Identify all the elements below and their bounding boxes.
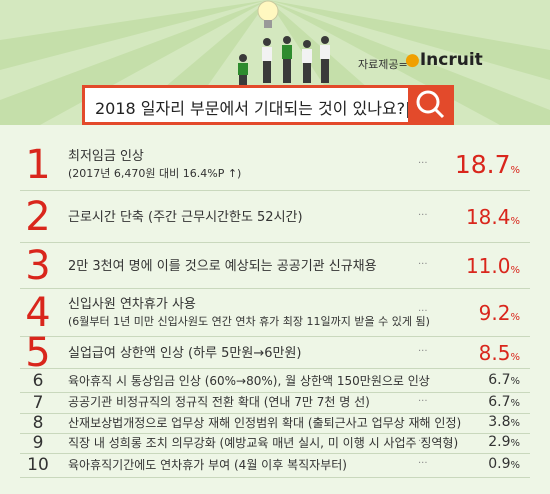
- percent-value: 9.2%: [479, 301, 520, 325]
- rank-number: 4: [25, 290, 51, 336]
- percent-value: 0.9%: [488, 456, 520, 472]
- percent-value: 6.7%: [488, 372, 520, 388]
- list-item: 6 육아휴직 시 통상임금 인상 (60%→80%), 월 상한액 150만원으로…: [20, 370, 530, 393]
- item-title: 육아휴직 시 통상임금 인상 (60%→80%), 월 상한액 150만원으로 …: [68, 373, 430, 388]
- leader-dots: ···: [418, 259, 428, 270]
- item-title: 실업급여 상한액 인상 (하루 5만원→6만원): [68, 345, 302, 361]
- value-unit: %: [510, 352, 520, 363]
- question-search-bar[interactable]: 2018 일자리 부문에서 기대되는 것이 있나요?|: [82, 85, 454, 125]
- item-subtitle: (2017년 6,470원 대비 16.4%P ↑): [68, 167, 242, 180]
- leader-dots: ···: [418, 458, 428, 469]
- value-unit: %: [510, 438, 520, 449]
- item-label: 최저임금 인상 (2017년 6,470원 대비 16.4%P ↑): [68, 148, 241, 182]
- light-bulb-icon: [257, 0, 279, 28]
- value-unit: %: [510, 397, 520, 409]
- item-label: 2만 3천여 명에 이를 것으로 예상되는 공공기관 신규채용: [68, 258, 377, 275]
- value-number: 18.4: [465, 205, 511, 229]
- list-item: 4 신입사원 연차휴가 사용 (6월부터 1년 미만 신입사원도 연간 연차 휴가 …: [20, 290, 530, 337]
- percent-value: 18.7%: [455, 150, 520, 179]
- list-item: 8 산재보상법개정으로 업무상 재해 인정범위 확대 (출퇴근사고 업무상 재해 …: [20, 413, 530, 434]
- item-title: 2만 3천여 명에 이를 것으로 예상되는 공공기관 신규채용: [68, 258, 377, 274]
- item-label: 신입사원 연차휴가 사용 (6월부터 1년 미만 신입사원도 연간 연차 휴가 최…: [68, 296, 430, 330]
- value-number: 6.7: [488, 372, 511, 388]
- item-title: 육아휴직기간에도 연차휴가 부여 (4월 이후 복직자부터): [68, 457, 347, 472]
- value-unit: %: [510, 165, 520, 176]
- incruit-logo: ●Incruit: [405, 50, 483, 70]
- leader-dots: ···: [418, 436, 428, 447]
- item-label: 공공기관 비정규직의 정규직 전환 확대 (연내 7만 7천 명 선): [68, 394, 370, 411]
- rank-number: 1: [25, 142, 51, 188]
- item-title: 최저임금 인상: [68, 149, 144, 164]
- list-item: 3 2만 3천여 명에 이를 것으로 예상되는 공공기관 신규채용 ··· 11.0%: [20, 243, 530, 289]
- list-item: 10 육아휴직기간에도 연차휴가 부여 (4월 이후 복직자부터) ··· 0.9%: [20, 453, 530, 478]
- value-unit: %: [510, 376, 520, 387]
- item-title: 신입사원 연차휴가 사용: [68, 297, 196, 312]
- value-unit: %: [510, 312, 520, 323]
- rank-number: 6: [32, 371, 44, 391]
- item-label: 근로시간 단축 (주간 근무시간한도 52시간): [68, 209, 303, 226]
- header-banner: 자료제공= ●Incruit 2018 일자리 부문에서 기대되는 것이 있나요…: [0, 0, 550, 125]
- value-number: 6.7: [488, 393, 511, 410]
- rank-number: 10: [27, 455, 49, 475]
- leader-dots: ···: [418, 416, 428, 427]
- rank-number: 7: [32, 392, 44, 413]
- item-label: 직장 내 성희롱 조치 의무강화 (예방교육 매년 실시, 미 이행 시 사업주…: [68, 435, 458, 452]
- source-label: 자료제공=: [358, 58, 408, 71]
- value-unit: %: [510, 460, 520, 471]
- value-number: 18.7: [454, 150, 511, 179]
- percent-value: 6.7%: [488, 394, 520, 410]
- value-number: 8.5: [478, 341, 511, 365]
- search-button[interactable]: [408, 85, 454, 125]
- leader-dots: ···: [418, 306, 428, 317]
- rank-number: 5: [25, 330, 51, 376]
- percent-value: 11.0%: [466, 254, 520, 278]
- value-number: 2.9: [488, 434, 511, 450]
- leader-dots: ···: [418, 395, 428, 407]
- rank-number: 2: [25, 194, 51, 240]
- item-title: 근로시간 단축 (주간 근무시간한도 52시간): [68, 209, 303, 225]
- value-unit: %: [510, 265, 520, 276]
- item-label: 실업급여 상한액 인상 (하루 5만원→6만원): [68, 345, 302, 362]
- list-item: 9 직장 내 성희롱 조치 의무강화 (예방교육 매년 실시, 미 이행 시 사업…: [20, 433, 530, 454]
- value-number: 11.0: [465, 254, 511, 278]
- item-subtitle: (6월부터 1년 미만 신입사원도 연간 연차 휴가 최장 11일까지 받을 수…: [68, 315, 430, 328]
- percent-value: 18.4%: [466, 205, 520, 229]
- people-illustration: [238, 36, 330, 87]
- item-label: 산재보상법개정으로 업무상 재해 인정범위 확대 (출퇴근사고 업무상 재해 인…: [68, 415, 461, 432]
- question-text: 2018 일자리 부문에서 기대되는 것이 있나요?|: [95, 99, 411, 118]
- percent-value: 3.8%: [488, 414, 520, 430]
- value-unit: %: [510, 216, 520, 227]
- rank-number: 3: [25, 243, 51, 289]
- search-icon: [416, 90, 445, 119]
- value-unit: %: [510, 418, 520, 429]
- value-number: 0.9: [488, 456, 511, 472]
- list-item: 5 실업급여 상한액 인상 (하루 5만원→6만원) ··· 8.5%: [20, 330, 530, 376]
- item-label: 육아휴직 시 통상임금 인상 (60%→80%), 월 상한액 150만원으로 …: [68, 373, 430, 390]
- logo-dot-icon: ●: [405, 50, 420, 70]
- leader-dots: ···: [418, 158, 428, 169]
- list-item: 2 근로시간 단축 (주간 근무시간한도 52시간) ··· 18.4%: [20, 192, 530, 243]
- item-label: 육아휴직기간에도 연차휴가 부여 (4월 이후 복직자부터): [68, 457, 347, 474]
- percent-value: 8.5%: [479, 341, 520, 365]
- list-item: 1 최저임금 인상 (2017년 6,470원 대비 16.4%P ↑) ··· 18.…: [20, 140, 530, 191]
- value-number: 9.2: [478, 301, 511, 325]
- sunburst-background: [0, 0, 550, 125]
- leader-dots: ···: [418, 374, 428, 385]
- item-title: 공공기관 비정규직의 정규직 전환 확대 (연내 7만 7천 명 선): [68, 395, 370, 409]
- rank-number: 9: [32, 433, 44, 453]
- percent-value: 2.9%: [488, 434, 520, 450]
- leader-dots: ···: [418, 210, 428, 221]
- leader-dots: ···: [418, 346, 428, 357]
- item-title: 직장 내 성희롱 조치 의무강화 (예방교육 매년 실시, 미 이행 시 사업주…: [68, 435, 459, 450]
- rank-number: 8: [32, 413, 44, 433]
- item-title: 산재보상법개정으로 업무상 재해 인정범위 확대 (출퇴근사고 업무상 재해 인…: [68, 415, 462, 430]
- brand-name: Incruit: [419, 50, 483, 70]
- value-number: 3.8: [488, 414, 511, 430]
- list-item: 7 공공기관 비정규직의 정규직 전환 확대 (연내 7만 7천 명 선) ··· 6…: [20, 392, 530, 414]
